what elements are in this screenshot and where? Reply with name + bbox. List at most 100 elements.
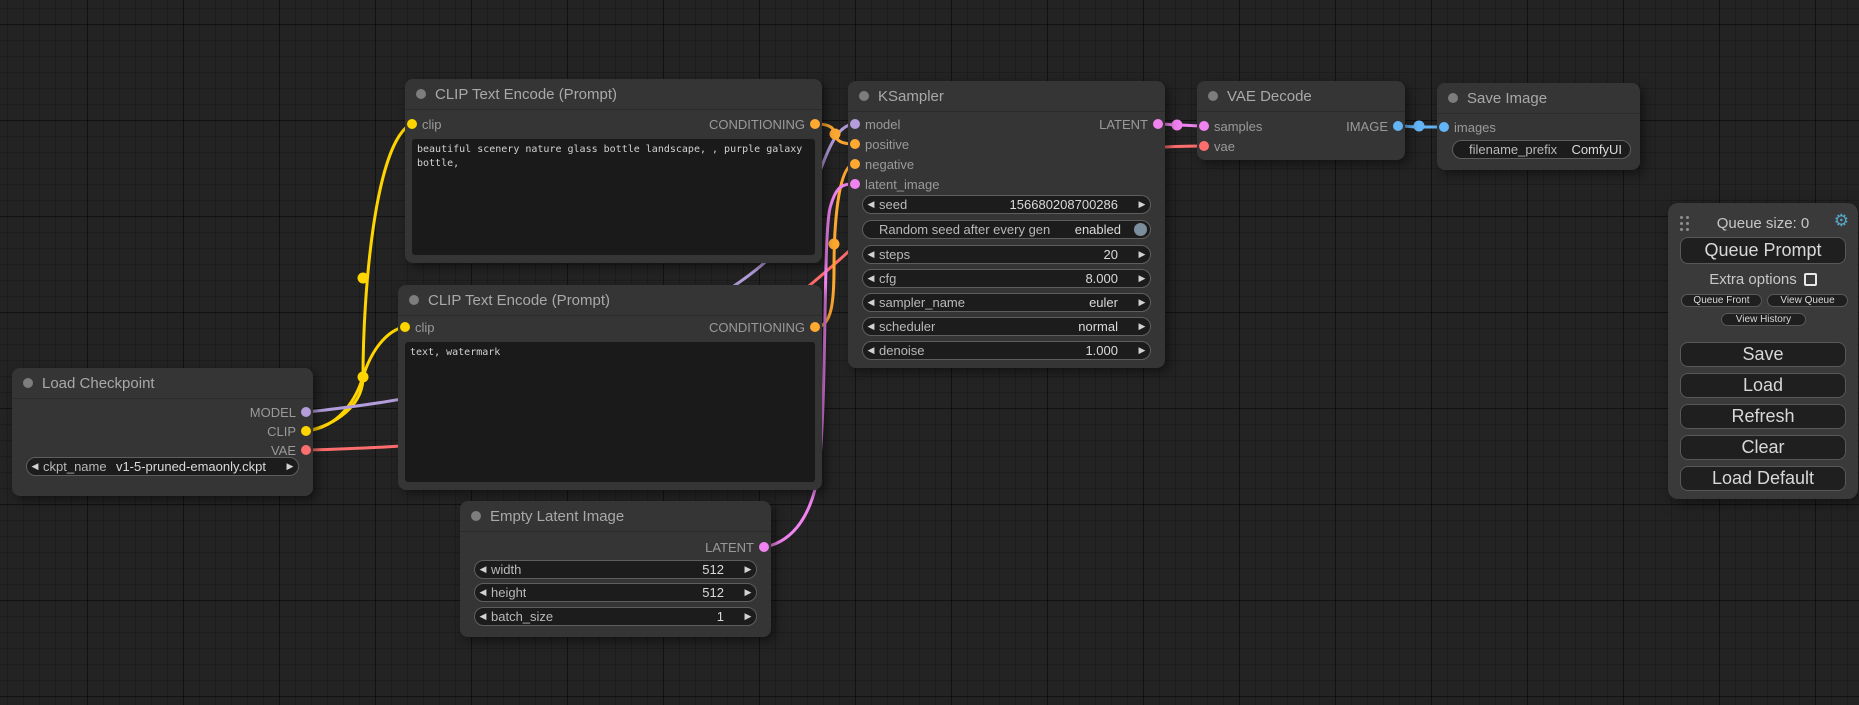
link-midpoint-dot: [828, 238, 840, 250]
arrow-right-icon[interactable]: ▶: [744, 587, 752, 597]
arrow-right-icon[interactable]: ▶: [1138, 321, 1146, 331]
view-queue-button[interactable]: View Queue: [1767, 294, 1848, 307]
arrow-right-icon[interactable]: ▶: [1138, 199, 1146, 209]
port-label: vae: [1214, 138, 1235, 154]
node-title-bar[interactable]: VAE Decode: [1197, 81, 1405, 112]
load-default-button[interactable]: Load Default: [1680, 466, 1846, 491]
save-button[interactable]: Save: [1680, 342, 1846, 367]
arrow-right-icon[interactable]: ▶: [1138, 273, 1146, 283]
node-title-bar[interactable]: CLIP Text Encode (Prompt): [405, 79, 822, 110]
node-title-bar[interactable]: KSampler: [848, 81, 1165, 112]
port-label: clip: [422, 116, 442, 132]
port-image-output[interactable]: [1393, 121, 1403, 131]
port-samples-input[interactable]: [1199, 121, 1209, 131]
gear-icon[interactable]: ⚙: [1833, 211, 1849, 230]
denoise-widget[interactable]: ◀ denoise 1.000 ▶: [862, 341, 1151, 360]
queue-prompt-button[interactable]: Queue Prompt: [1680, 237, 1846, 264]
arrow-left-icon[interactable]: ◀: [867, 297, 875, 307]
port-label: latent_image: [865, 176, 940, 192]
node-save-image[interactable]: Save Image images filename_prefix ComfyU…: [1437, 83, 1640, 170]
steps-widget[interactable]: ◀ steps 20 ▶: [862, 245, 1151, 264]
wire-clip-to-positive-prompt: [305, 122, 413, 433]
toggle-dot[interactable]: [1134, 223, 1147, 236]
prompt-textarea[interactable]: text, watermark: [405, 342, 815, 482]
arrow-left-icon[interactable]: ◀: [867, 199, 875, 209]
link-midpoint-dot: [1171, 119, 1183, 131]
drag-handle-icon[interactable]: [1680, 216, 1683, 219]
arrow-left-icon[interactable]: ◀: [479, 611, 487, 621]
port-label: model: [865, 116, 901, 132]
node-ksampler[interactable]: KSampler model positive negative latent_…: [848, 81, 1165, 368]
collapse-dot[interactable]: [1208, 91, 1218, 101]
collapse-dot[interactable]: [859, 91, 869, 101]
arrow-right-icon[interactable]: ▶: [1138, 297, 1146, 307]
node-vae-decode[interactable]: VAE Decode samples vae IMAGE: [1197, 81, 1405, 160]
node-title: CLIP Text Encode (Prompt): [435, 85, 618, 103]
ckpt-name-widget[interactable]: ◀ ckpt_name v1-5-pruned-emaonly.ckpt ▶: [26, 457, 299, 476]
queue-panel-header: Queue size: 0 ⚙: [1668, 211, 1858, 233]
collapse-dot[interactable]: [1448, 93, 1458, 103]
arrow-left-icon[interactable]: ◀: [867, 273, 875, 283]
width-widget[interactable]: ◀ width 512 ▶: [474, 560, 757, 579]
node-title-bar[interactable]: Save Image: [1437, 83, 1640, 114]
arrow-right-icon[interactable]: ▶: [286, 461, 294, 471]
port-label: LATENT: [705, 539, 754, 555]
refresh-button[interactable]: Refresh: [1680, 404, 1846, 429]
port-conditioning-output[interactable]: [810, 119, 820, 129]
sampler-name-widget[interactable]: ◀ sampler_name euler ▶: [862, 293, 1151, 312]
batch-size-widget[interactable]: ◀ batch_size 1 ▶: [474, 607, 757, 626]
arrow-left-icon[interactable]: ◀: [867, 345, 875, 355]
port-images-input[interactable]: [1439, 122, 1449, 132]
port-positive-input[interactable]: [850, 139, 860, 149]
collapse-dot[interactable]: [416, 89, 426, 99]
load-button[interactable]: Load: [1680, 373, 1846, 398]
widget-label: Random seed after every gen: [879, 222, 1051, 237]
arrow-right-icon[interactable]: ▶: [744, 564, 752, 574]
prompt-textarea[interactable]: beautiful scenery nature glass bottle la…: [412, 139, 815, 255]
widget-value: enabled: [1074, 222, 1121, 237]
port-negative-input[interactable]: [850, 159, 860, 169]
arrow-left-icon[interactable]: ◀: [479, 564, 487, 574]
node-title-bar[interactable]: CLIP Text Encode (Prompt): [398, 285, 822, 316]
arrow-right-icon[interactable]: ▶: [1138, 249, 1146, 259]
view-history-button[interactable]: View History: [1721, 313, 1806, 326]
port-latent-input[interactable]: [850, 179, 860, 189]
arrow-left-icon[interactable]: ◀: [867, 321, 875, 331]
arrow-left-icon[interactable]: ◀: [479, 587, 487, 597]
arrow-left-icon[interactable]: ◀: [31, 461, 39, 471]
arrow-right-icon[interactable]: ▶: [1138, 345, 1146, 355]
port-conditioning-output[interactable]: [810, 322, 820, 332]
port-latent-output[interactable]: [1153, 119, 1163, 129]
arrow-left-icon[interactable]: ◀: [867, 249, 875, 259]
queue-front-button[interactable]: Queue Front: [1681, 294, 1762, 307]
collapse-dot[interactable]: [23, 378, 33, 388]
cfg-widget[interactable]: ◀ cfg 8.000 ▶: [862, 269, 1151, 288]
port-clip-output[interactable]: [301, 426, 311, 436]
port-model-input[interactable]: [850, 119, 860, 129]
node-empty-latent-image[interactable]: Empty Latent Image LATENT ◀ width 512 ▶ …: [460, 501, 771, 637]
node-title-bar[interactable]: Empty Latent Image: [460, 501, 771, 532]
collapse-dot[interactable]: [409, 295, 419, 305]
scheduler-widget[interactable]: ◀ scheduler normal ▶: [862, 317, 1151, 336]
port-vae-input[interactable]: [1199, 141, 1209, 151]
height-widget[interactable]: ◀ height 512 ▶: [474, 583, 757, 602]
seed-widget[interactable]: ◀ seed 156680208700286 ▶: [862, 195, 1151, 214]
input-model: model: [848, 116, 901, 132]
output-conditioning: CONDITIONING: [709, 320, 822, 335]
port-model-output[interactable]: [301, 407, 311, 417]
filename-prefix-widget[interactable]: filename_prefix ComfyUI: [1452, 140, 1631, 159]
clear-button[interactable]: Clear: [1680, 435, 1846, 460]
port-clip-input[interactable]: [407, 119, 417, 129]
collapse-dot[interactable]: [471, 511, 481, 521]
node-clip-text-encode-negative[interactable]: CLIP Text Encode (Prompt) clip CONDITION…: [398, 285, 822, 490]
node-title-bar[interactable]: Load Checkpoint: [12, 368, 313, 399]
port-clip-input[interactable]: [400, 322, 410, 332]
node-load-checkpoint[interactable]: Load Checkpoint MODEL CLIP VAE ◀ ckpt_na…: [12, 368, 313, 496]
node-clip-text-encode-positive[interactable]: CLIP Text Encode (Prompt) clip CONDITION…: [405, 79, 822, 263]
extra-options-checkbox[interactable]: [1803, 273, 1817, 286]
arrow-right-icon[interactable]: ▶: [744, 611, 752, 621]
random-seed-toggle[interactable]: Random seed after every gen enabled: [862, 220, 1151, 239]
port-latent-output[interactable]: [759, 542, 769, 552]
port-vae-output[interactable]: [301, 445, 311, 455]
